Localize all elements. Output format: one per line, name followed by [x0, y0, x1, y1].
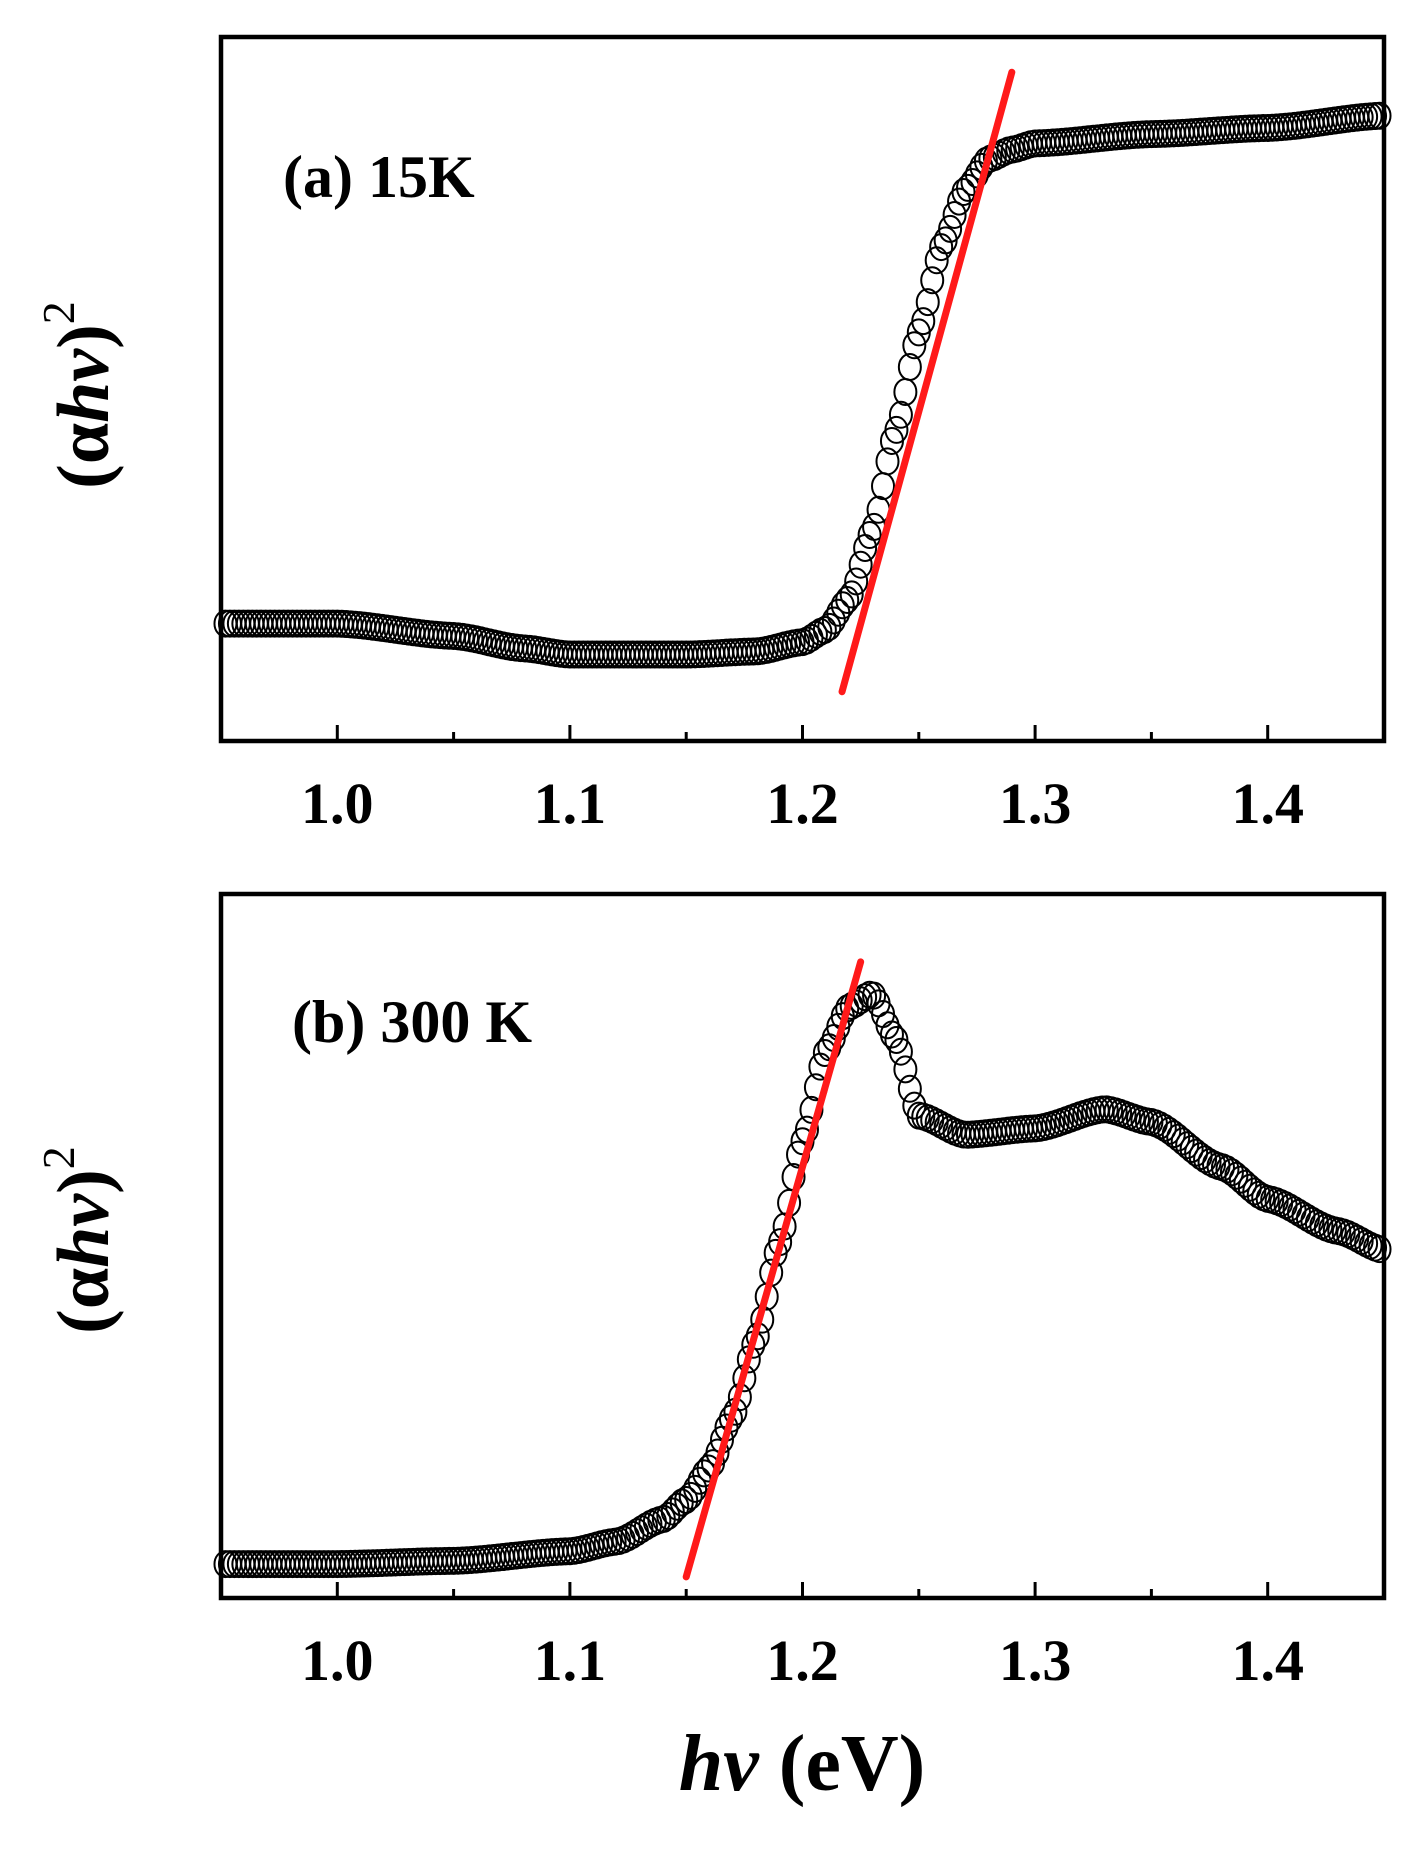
panel-b-x-tick-label: 1.3 [999, 1628, 1072, 1693]
panel-a-data-point [839, 580, 864, 609]
panel-a-data-point [938, 214, 963, 243]
panel-b-data-point [683, 1474, 708, 1503]
panel-a-data-point [848, 550, 873, 579]
panel-b-data-point [1367, 1235, 1392, 1264]
panel-b-x-tick-label: 1.1 [534, 1628, 607, 1693]
panel-a-data-point [830, 591, 855, 620]
x-axis-label-unit: (eV) [759, 1720, 926, 1808]
panel-b-data-point [897, 1074, 922, 1103]
panel-a-data-point [902, 331, 927, 360]
svg-text:(αhv)2: (αhv)2 [33, 1146, 125, 1334]
panel-a-data-point [821, 606, 846, 635]
svg-text:(αhv)2: (αhv)2 [33, 301, 125, 489]
panel-a-data-point [844, 567, 869, 596]
panel-b-ylabel-paren-close: ) [43, 1169, 125, 1194]
panel-b-ylabel-alpha: α [43, 1268, 125, 1309]
panel-a-data-point [915, 288, 940, 317]
panel-a-y-axis-label: (αhv)2 [33, 301, 125, 489]
panel-a-data-point [1367, 101, 1392, 130]
panel-b-x-tick-label: 1.0 [301, 1628, 374, 1693]
panel-b-fit-line [682, 958, 865, 1581]
panel-a-x-tick-label: 1.0 [301, 771, 374, 836]
panel-a-x-ticks [335, 725, 1270, 741]
panel-a-label: (a) 15K [283, 144, 475, 210]
panel-b-ylabel-paren-open: ( [43, 1309, 125, 1334]
panel-b-ylabel-hv: hv [43, 1193, 125, 1268]
panel-b-data-point [674, 1486, 699, 1515]
panel-b-data-point [893, 1055, 918, 1084]
panel-a-data-point [817, 612, 842, 641]
panel-a-ylabel-alpha: α [43, 423, 125, 464]
panel-a-ylabel-paren-close: ) [43, 324, 125, 349]
panel-b-data-point [1170, 1127, 1195, 1156]
panel-a-data-point [911, 307, 936, 336]
panel-a-data-point [929, 233, 954, 262]
panel-b-data-markers [213, 980, 1392, 1579]
panel-a-data-point [897, 353, 922, 382]
panel-b-x-tick-label: 1.2 [766, 1628, 839, 1693]
panel-b-label: (b) 300 K [292, 989, 532, 1055]
panel-a-ylabel-hv: hv [43, 348, 125, 423]
panel-a-x-tick-label: 1.3 [999, 771, 1072, 836]
panel-a-fit [838, 68, 1016, 696]
panel-b-data-point [660, 1497, 685, 1526]
panel-a-x-tick-labels: 1.0 1.1 1.2 1.3 1.4 [301, 771, 1304, 836]
panel-a-data-point [888, 400, 913, 429]
panel-b: (αhv)2 (b) 300 K 1.0 1.1 1.2 1.3 1.4 [33, 891, 1392, 1693]
panel-b-data-point [888, 1037, 913, 1066]
panel-b-x-tick-labels: 1.0 1.1 1.2 1.3 1.4 [301, 1628, 1304, 1693]
panel-a-data-point [871, 472, 896, 501]
panel-b-x-tick-label: 1.4 [1231, 1628, 1304, 1693]
panel-a-data-point [920, 266, 945, 295]
panel-b-y-axis-label: (αhv)2 [33, 1146, 125, 1334]
panel-a-data-point [875, 447, 900, 476]
panel-a-data-markers [213, 101, 1392, 669]
panel-a-x-tick-label: 1.4 [1231, 771, 1304, 836]
panel-b-data-point [1233, 1169, 1258, 1198]
panel-a-data-point [857, 521, 882, 550]
panel-a: (αhv)2 (a) 15K 1.0 1.1 1.2 1.3 1.4 [33, 34, 1392, 836]
panel-a-data-point [893, 378, 918, 407]
panel-a-data-point [942, 200, 967, 229]
panel-a-ylabel-power: 2 [33, 301, 84, 324]
panel-a-data-point [884, 415, 909, 444]
panel-a-x-tick-label: 1.2 [766, 771, 839, 836]
panel-b-data-point [879, 1020, 904, 1049]
panel-b-data-point [678, 1481, 703, 1510]
panel-a-data-point [812, 615, 837, 644]
x-axis-label: hv (eV) [679, 1720, 926, 1808]
panel-a-x-tick-label: 1.1 [534, 771, 607, 836]
panel-a-fit-line [838, 68, 1016, 696]
panel-b-ylabel-power: 2 [33, 1146, 84, 1169]
x-axis-label-symbol: hv [679, 1720, 760, 1808]
panel-a-ylabel-paren-open: ( [43, 464, 125, 489]
panel-b-fit [682, 958, 865, 1581]
panel-b-x-ticks [335, 1582, 1270, 1598]
panel-a-data-point [951, 178, 976, 207]
